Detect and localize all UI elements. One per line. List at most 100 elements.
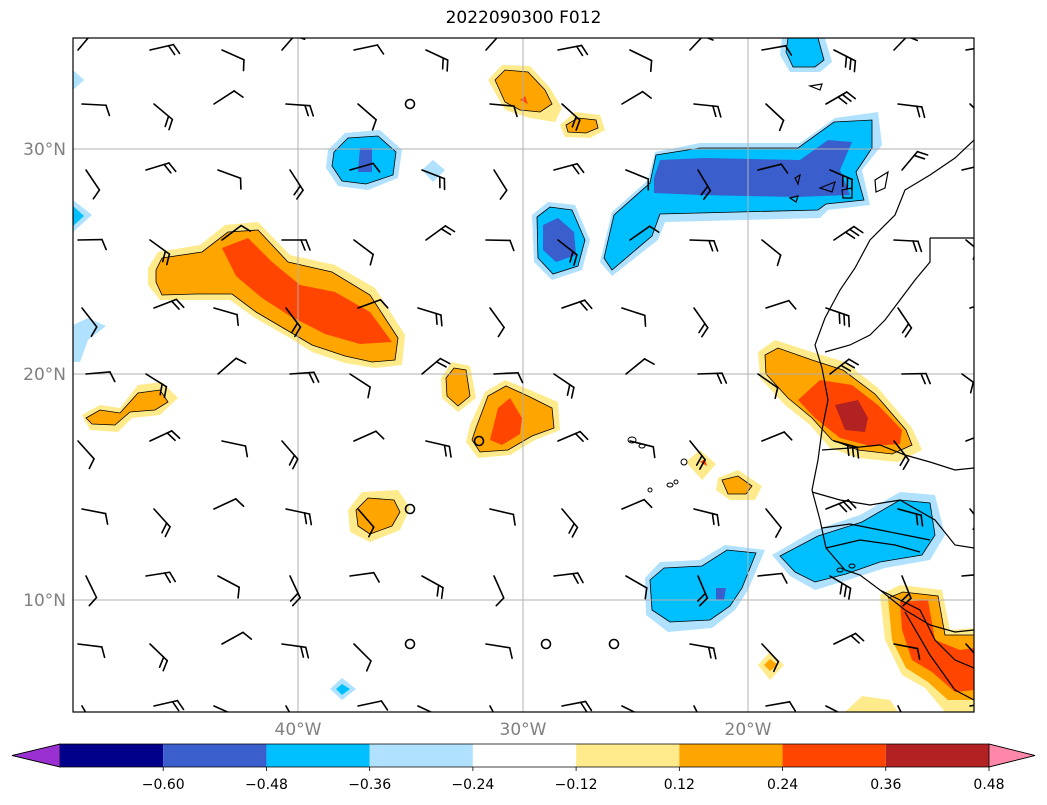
wind-barb: [421, 575, 444, 600]
wind-barb: [285, 307, 302, 338]
wind-barb: [621, 705, 645, 712]
wind-barb: [145, 162, 177, 174]
orange-band-23n-43w-deep: [222, 238, 392, 344]
wind-barb: [77, 38, 95, 51]
wind-barb: [217, 575, 240, 599]
wind-barb: [489, 508, 516, 526]
islands: [627, 436, 856, 573]
colorbar-segment: [266, 744, 370, 767]
wind-barb: [153, 699, 185, 712]
wind-barb: [285, 103, 315, 117]
wind-barb: [893, 239, 923, 253]
wind-barb: [485, 239, 515, 252]
wind-barb: [693, 307, 709, 338]
wind-barb: [217, 357, 247, 375]
wind-barb: [489, 103, 518, 118]
wind-barb: [897, 705, 910, 712]
wind-barb: [561, 508, 579, 538]
wind-barb: [761, 431, 793, 442]
colorbar-segment: [679, 744, 783, 767]
wind-barb: [625, 575, 648, 600]
wind-barb: [893, 440, 910, 471]
wind-barb: [425, 225, 456, 241]
wind-barb: [213, 705, 237, 712]
wind-barb: [829, 358, 860, 375]
orange-patch-18n-32w-deep: [490, 398, 522, 445]
lat-label-20n: 20°N: [23, 365, 66, 385]
wind-barb: [281, 440, 299, 470]
coastlines: [788, 83, 974, 701]
wind-barb: [213, 90, 244, 105]
wind-barb: [153, 103, 174, 131]
wind-barb: [761, 643, 780, 673]
wind-barb: [961, 373, 974, 397]
wind-barb: [493, 169, 508, 200]
wind-barb: [149, 239, 171, 266]
colorbar-tick-label: 0.24: [767, 777, 798, 793]
colorbar-segment: [782, 744, 886, 767]
gridlines: [73, 38, 974, 712]
wind-barb: [285, 508, 313, 526]
wind-barb: [349, 571, 380, 583]
wind-barb: [145, 373, 168, 399]
wind-barb: [961, 573, 974, 577]
wind-barb: [289, 169, 304, 200]
wind-barb: [696, 575, 709, 607]
blue-patch-21n-west-edge: [73, 318, 106, 362]
blue-patch-31n-37w-deep: [358, 148, 372, 172]
wind-barb: [357, 298, 389, 309]
wind-barb: [969, 508, 974, 531]
wind-barb: [897, 307, 913, 338]
wind-barb: [625, 358, 655, 375]
lon-label-40w: 40°W: [275, 720, 322, 740]
colorbar-segment: [369, 744, 473, 767]
colorbar-segment: [576, 744, 680, 767]
wind-barb: [221, 440, 249, 458]
wind-barb: [829, 169, 853, 191]
wind-barb: [485, 38, 503, 51]
wind-barb: [961, 163, 974, 171]
wind-barb: [629, 49, 653, 73]
wind-barb: [897, 508, 924, 527]
orange-patch-5n-16w: [845, 696, 898, 712]
wind-barb: [85, 169, 101, 200]
blue-patch-27n-west-core: [73, 206, 84, 226]
wind-barb: [621, 498, 653, 510]
wind-barb: [357, 700, 389, 711]
colorbar-tick-label: −0.60: [142, 777, 185, 793]
wind-barb: [757, 163, 789, 174]
orange-patch-14n-37w-core: [356, 498, 400, 534]
wind-barb: [425, 440, 452, 458]
colorbar: [11, 743, 1036, 768]
wind-barb: [893, 643, 921, 660]
wind-barb: [81, 705, 95, 712]
wind-barb: [689, 440, 706, 470]
wind-barb: [81, 307, 98, 338]
wind-barb: [145, 571, 177, 584]
wind-barb: [561, 700, 593, 712]
wind-barb: [965, 643, 974, 669]
wind-barb: [901, 372, 931, 385]
colorbar-tick-label: −0.36: [348, 777, 391, 793]
blue-dot-33n-west: [73, 70, 84, 90]
wind-barb: [561, 103, 581, 131]
wind-barb: [213, 307, 239, 327]
wind-barb: [900, 575, 912, 607]
blue-dot-6n-38w-core: [336, 684, 350, 695]
wind-barb: [289, 575, 301, 607]
wind-barb: [557, 239, 578, 266]
wind-barb: [693, 705, 706, 712]
wind-barb: [689, 643, 717, 660]
map-frame: [72, 37, 975, 713]
colorbar-segment: [163, 744, 267, 767]
wind-barb: [833, 632, 865, 645]
blue-patch-26n-29w-deep: [543, 218, 576, 262]
colorbar-tick-label: 0.12: [664, 777, 695, 793]
colorbar-tick-label: −0.24: [451, 777, 494, 793]
wind-barb: [689, 239, 719, 252]
wind-barb: [621, 307, 647, 327]
colorbar-tick-label: 0.36: [870, 777, 901, 793]
wind-barb: [761, 239, 782, 267]
wind-barb: [85, 371, 116, 383]
